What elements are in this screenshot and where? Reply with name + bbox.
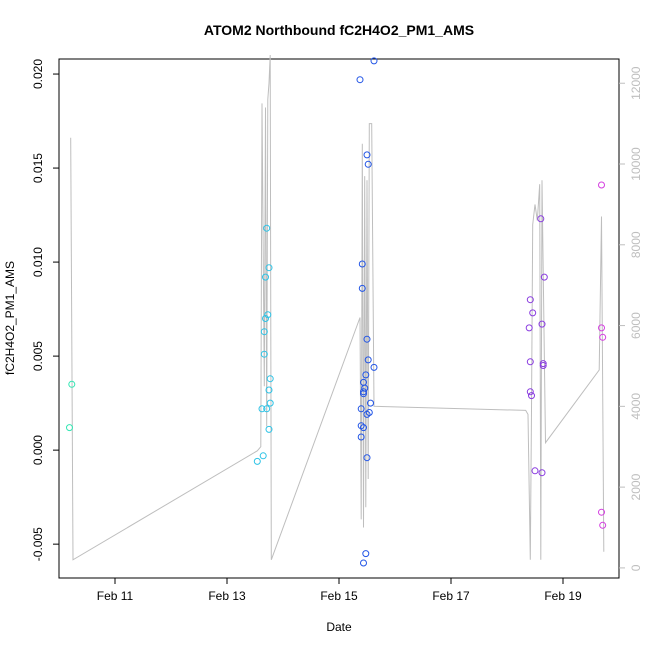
data-point [360, 388, 367, 396]
plot-frame [58, 58, 620, 579]
data-point [370, 57, 378, 65]
y-tick-label: -0.005 [31, 527, 45, 561]
data-point [526, 296, 534, 304]
data-point [531, 467, 539, 475]
data-point [264, 311, 272, 319]
data-point [266, 399, 274, 407]
y-tick-label: 0.005 [31, 341, 45, 371]
y2-tick-label: 2000 [629, 473, 643, 500]
data-point [526, 388, 534, 396]
data-point [260, 328, 268, 336]
data-point [356, 76, 364, 84]
data-point [361, 384, 369, 392]
data-point [357, 433, 365, 441]
axes: Feb 11 Feb 13 Feb 15 Feb 17 Feb 19 -0.005 0.00… [31, 59, 643, 603]
data-point [66, 424, 73, 432]
data-point [360, 424, 367, 432]
data-point [539, 362, 547, 369]
data-point [265, 264, 273, 272]
data-point [525, 324, 533, 332]
data-point [529, 309, 537, 317]
y2-tick-label: 12000 [629, 66, 643, 100]
x-axis-label: Date [326, 620, 352, 634]
y2-tick-label: 8000 [629, 231, 643, 258]
y2-tick-label: 6000 [629, 312, 643, 339]
series-line [70, 54, 605, 561]
data-point [599, 333, 607, 341]
y-tick-label: 0.000 [31, 435, 45, 465]
data-point [265, 386, 273, 394]
data-point [598, 181, 605, 189]
data-point [253, 457, 261, 465]
data-point [263, 224, 271, 232]
data-point [262, 315, 269, 322]
y-tick-label: 0.015 [31, 153, 45, 183]
data-point [367, 399, 374, 407]
data-point [539, 360, 547, 368]
data-point [357, 422, 365, 430]
y-axis-label: fC2H4O2_PM1_AMS [3, 261, 17, 375]
data-point [537, 215, 545, 223]
data-point [362, 371, 370, 379]
data-point [259, 452, 267, 460]
x-tick-label: Feb 15 [320, 589, 358, 603]
data-point [263, 405, 271, 413]
data-point [363, 335, 371, 343]
data-point [528, 392, 535, 400]
data-point [68, 380, 76, 388]
data-point [363, 410, 371, 418]
chart-title: ATOM2 Northbound fC2H4O2_PM1_AMS [204, 22, 474, 38]
x-tick-label: Feb 17 [432, 589, 470, 603]
y2-tick-label: 10000 [629, 147, 643, 181]
data-point [538, 469, 546, 477]
data-point [598, 508, 605, 516]
data-point [364, 160, 372, 168]
data-point [362, 550, 370, 558]
data-point [365, 409, 373, 416]
data-point [598, 324, 605, 332]
y2-tick-label: 0 [629, 564, 643, 571]
data-point [363, 151, 371, 159]
data-point [258, 405, 266, 413]
data-point [538, 320, 546, 328]
y-tick-label: 0.020 [31, 59, 45, 89]
data-point [262, 273, 269, 281]
data-point [265, 425, 273, 433]
data-point [357, 405, 365, 413]
data-point [266, 375, 274, 383]
data-point [363, 454, 371, 462]
right-axis-line-series [70, 54, 605, 561]
data-point [260, 350, 268, 358]
y2-tick-label: 4000 [629, 393, 643, 420]
data-point [370, 363, 378, 371]
y-tick-label: 0.010 [31, 247, 45, 277]
data-point [526, 358, 534, 366]
x-tick-label: Feb 13 [208, 589, 246, 603]
data-point [358, 260, 366, 268]
data-point [364, 356, 372, 364]
data-point [358, 284, 366, 292]
x-tick-label: Feb 11 [97, 589, 134, 603]
scatter-points [66, 57, 607, 567]
data-point [599, 521, 607, 529]
x-tick-label: Feb 19 [544, 589, 582, 603]
data-point [540, 273, 548, 281]
data-point [360, 559, 367, 567]
